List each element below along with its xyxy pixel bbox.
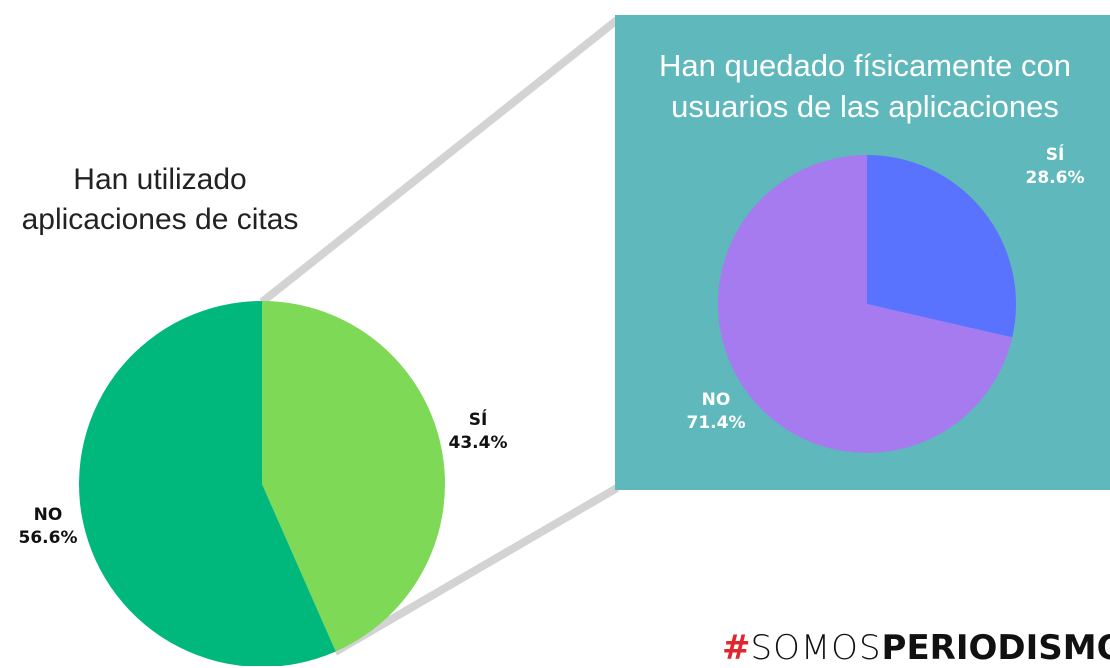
chart-title: Han quedado físicamente con usuarios de …	[659, 48, 1071, 124]
slice-label: SÍ	[1046, 143, 1065, 165]
pie-slice	[262, 301, 445, 652]
slice-label: SÍ	[469, 408, 488, 430]
pie-slice	[79, 301, 336, 666]
value-label: 28.6%	[1026, 168, 1085, 188]
connector	[332, 484, 620, 656]
brand-light: SOMOS	[750, 628, 882, 668]
value-label: 56.6%	[19, 528, 78, 548]
pie-slice	[718, 155, 1013, 454]
brand-hash: #	[722, 628, 751, 668]
pie-slice	[867, 155, 1016, 338]
slice-label: NO	[702, 390, 731, 410]
brand-bold: PERIODISMO	[881, 628, 1110, 668]
chart-title: Han utilizado aplicaciones de citas	[21, 163, 299, 236]
slice-label: NO	[34, 505, 63, 525]
connector	[259, 16, 620, 306]
value-label: 71.4%	[687, 413, 746, 433]
brand: #SOMOSPERIODISMOes	[722, 628, 1110, 668]
value-label: 43.4%	[449, 433, 508, 453]
